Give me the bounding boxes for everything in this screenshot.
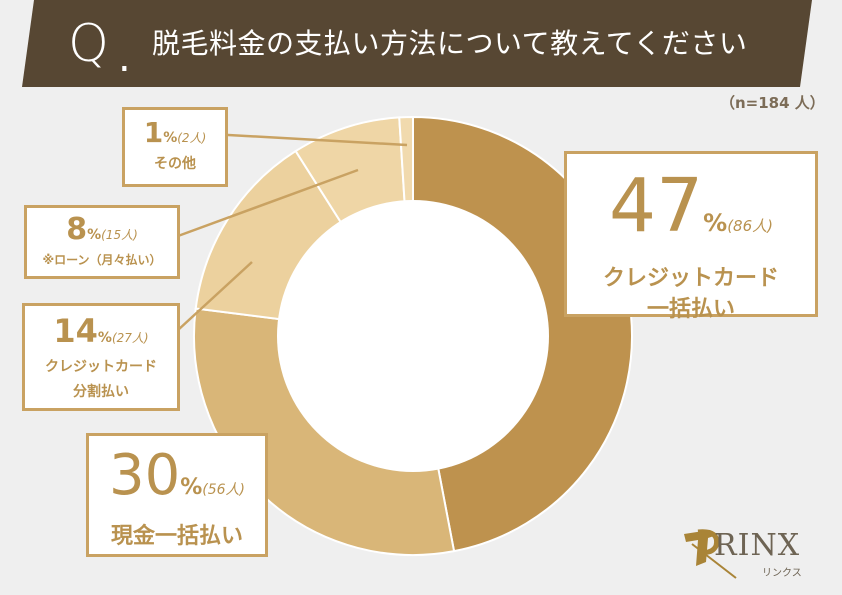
callout-cash-lump: 30%(56人) 現金一括払い <box>86 433 268 557</box>
other-label: その他 <box>154 156 196 172</box>
donut-hole <box>277 200 549 472</box>
credit-split-count: (27人) <box>111 331 149 345</box>
credit-lump-label-1: クレジットカード <box>602 266 779 291</box>
loan-label: ※ローン（月々払い） <box>42 253 162 267</box>
credit-lump-count: (86人) <box>727 217 773 235</box>
logo-wordmark: RINX <box>714 528 801 563</box>
q-mark: Q <box>68 14 109 74</box>
credit-split-label-2: 分割払い <box>73 384 129 400</box>
logo-kana: リンクス <box>762 568 802 579</box>
page-title: 脱毛料金の支払い方法について教えてください <box>152 27 748 60</box>
sample-size: （n=184 人） <box>720 94 825 112</box>
loan-unit: % <box>87 227 102 243</box>
callout-credit-split: 14%(27人) クレジットカード 分割払い <box>22 303 180 411</box>
credit-lump-label-2: 一括払い <box>646 297 735 322</box>
title-banner <box>22 0 812 87</box>
other-count: (2人) <box>177 131 207 145</box>
loan-percent: 8 <box>66 212 88 247</box>
other-unit: % <box>163 130 178 146</box>
cash-lump-label: 現金一括払い <box>110 524 243 549</box>
loan-count: (15人) <box>101 228 138 242</box>
cash-lump-unit: % <box>180 475 203 500</box>
credit-split-unit: % <box>97 330 112 346</box>
callout-other: 1%(2人) その他 <box>122 107 228 187</box>
credit-split-label-1: クレジットカード <box>45 359 157 375</box>
credit-split-percent: 14 <box>53 312 98 350</box>
cash-lump-count: (56人) <box>202 482 246 498</box>
credit-lump-unit: % <box>703 209 728 237</box>
credit-lump-percent: 47 <box>608 163 704 249</box>
leader-line-loan <box>177 168 359 238</box>
rinx-logo-mark-icon <box>684 529 737 579</box>
callout-loan: 8%(15人) ※ローン（月々払い） <box>24 205 180 279</box>
other-percent: 1 <box>143 116 164 149</box>
cash-lump-percent: 30 <box>108 443 181 508</box>
leader-line-credit-split <box>177 261 253 331</box>
callout-credit-lump: 47%(86人) クレジットカード 一括払い <box>564 151 818 322</box>
q-dot: . <box>118 35 131 81</box>
